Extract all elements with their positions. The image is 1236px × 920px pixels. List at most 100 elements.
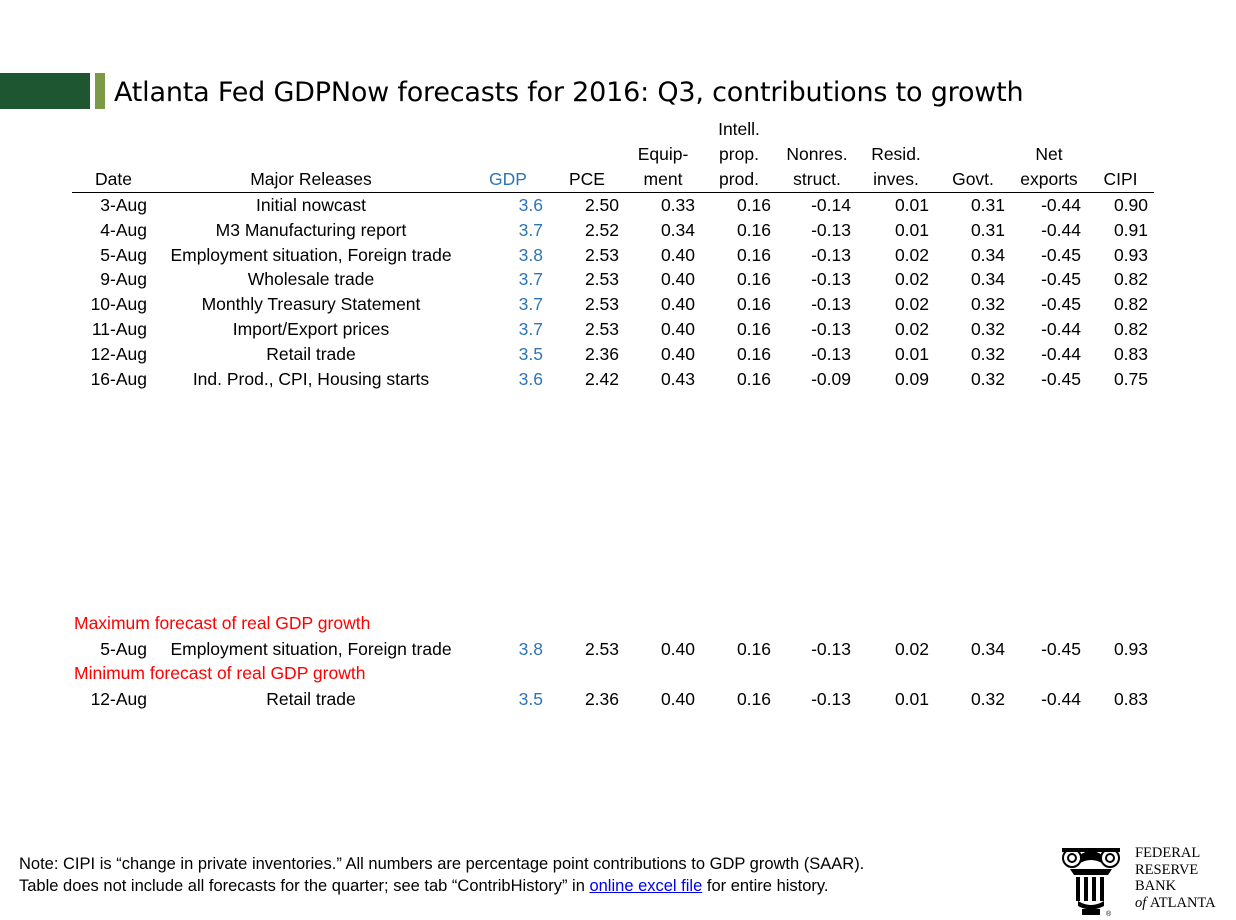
cell-pce: 2.52	[584, 219, 619, 240]
cell-release: Employment situation, Foreign trade	[170, 639, 452, 659]
federal-reserve-bank-atlanta-wordmark: FEDERAL RESERVE BANK of ATLANTA	[1135, 845, 1216, 911]
header-equip-line-2: Equip-	[637, 144, 689, 164]
cell-cipi: 0.82	[1113, 269, 1148, 290]
table-row: 11-Aug Import/Export prices 3.7 2.53 0.40 0.1…	[72, 317, 1154, 342]
cell-equip: 0.34	[660, 219, 695, 240]
cell-resid: 0.02	[894, 269, 929, 290]
cell-nonres: -0.13	[811, 318, 851, 339]
footnote-line-2-text: Table does not include all forecasts for…	[19, 877, 590, 895]
table-header: Intell. Equip-prop. Nonres. Resid. Net Date…	[72, 117, 1154, 193]
cell-govt: 0.34	[970, 269, 1005, 290]
svg-text:®: ®	[1106, 910, 1112, 917]
header-resid-line-3: inves.	[857, 167, 935, 193]
cell-pce: 2.53	[584, 294, 619, 315]
maximum-forecast-label: Maximum forecast of real GDP growth	[74, 613, 371, 633]
cell-gdp: 3.7	[518, 318, 543, 339]
header-equip-line-1	[625, 117, 701, 142]
cell-intell: 0.16	[736, 195, 771, 215]
table-row: 3-Aug Initial nowcast 3.6 2.50 0.33 0.16 -0.14…	[72, 193, 1154, 218]
cell-netexp: -0.44	[1041, 195, 1081, 215]
extremes-table: 5-Aug Employment situation, Foreign trade…	[72, 637, 1154, 712]
header-govt-line-1	[935, 117, 1011, 142]
cell-resid: 0.02	[894, 244, 929, 265]
cell-release: Retail trade	[266, 343, 356, 364]
cell-nonres: -0.13	[811, 244, 851, 265]
header-govt-line-2	[935, 142, 1011, 167]
cell-cipi: 0.82	[1113, 318, 1148, 339]
header-cipi-line-1	[1087, 117, 1154, 142]
cell-cipi: 0.93	[1113, 639, 1148, 659]
header-resid-line-2: Resid.	[871, 144, 921, 164]
cell-netexp: -0.45	[1041, 294, 1081, 315]
cell-pce: 2.36	[584, 343, 619, 364]
cell-date: 12-Aug	[90, 689, 147, 709]
online-excel-file-link[interactable]: online excel file	[589, 877, 703, 895]
footnote-line-2: Table does not include all forecasts for…	[19, 875, 864, 897]
minimum-forecast-row: 12-Aug Retail trade 3.5 2.36 0.40 0.16 -0.13 0.…	[72, 687, 1154, 712]
cell-nonres: -0.13	[811, 689, 851, 709]
cell-intell: 0.16	[736, 689, 771, 709]
cell-cipi: 0.83	[1113, 343, 1148, 364]
cell-nonres: -0.13	[811, 639, 851, 659]
table-row: 4-Aug M3 Manufacturing report 3.7 2.52 0.34 0…	[72, 218, 1154, 243]
cell-gdp: 3.6	[518, 195, 543, 215]
federal-reserve-eagle-logo-icon: ®	[1062, 848, 1120, 917]
cell-nonres: -0.09	[811, 368, 851, 389]
footnote-line-2-end: for entire history.	[702, 877, 829, 895]
cell-date: 5-Aug	[100, 244, 147, 265]
cell-netexp: -0.44	[1041, 219, 1081, 240]
maximum-forecast-row: 5-Aug Employment situation, Foreign trade…	[72, 637, 1154, 662]
cell-nonres: -0.13	[811, 343, 851, 364]
logo-city: ATLANTA	[1149, 894, 1216, 911]
header-nonres-line-3: struct.	[777, 167, 857, 193]
title-accent-bar-light	[95, 73, 105, 109]
cell-nonres: -0.13	[811, 269, 851, 290]
cell-gdp: 3.7	[518, 269, 543, 290]
cell-nonres: -0.13	[811, 219, 851, 240]
header-nonres-line-2: Nonres.	[786, 144, 848, 164]
cell-govt: 0.32	[970, 318, 1005, 339]
cell-govt: 0.32	[970, 689, 1005, 709]
header-date-line-2	[72, 142, 155, 167]
cell-govt: 0.32	[970, 294, 1005, 315]
cell-govt: 0.32	[970, 368, 1005, 389]
header-equip-line-3: ment	[625, 167, 701, 193]
cell-equip: 0.40	[660, 639, 695, 659]
cell-cipi: 0.93	[1113, 244, 1148, 265]
cell-date: 16-Aug	[90, 368, 147, 389]
cell-intell: 0.16	[736, 318, 771, 339]
header-release-line-1	[155, 117, 467, 142]
cell-intell: 0.16	[736, 294, 771, 315]
header-netexp-line-1	[1011, 117, 1087, 142]
cell-equip: 0.40	[660, 269, 695, 290]
cell-gdp: 3.5	[518, 689, 543, 709]
header-govt-line-3: Govt.	[935, 167, 1011, 193]
cell-netexp: -0.44	[1041, 689, 1081, 709]
extremes-spacer-row	[72, 662, 1154, 687]
cell-equip: 0.33	[660, 195, 695, 215]
header-intell-line-1: Intell.	[718, 119, 760, 139]
cell-resid: 0.01	[894, 219, 929, 240]
cell-govt: 0.34	[970, 639, 1005, 659]
cell-pce: 2.36	[584, 689, 619, 709]
cell-cipi: 0.91	[1113, 219, 1148, 240]
cell-resid: 0.02	[894, 639, 929, 659]
cell-gdp: 3.8	[518, 639, 543, 659]
cell-gdp: 3.7	[518, 219, 543, 240]
header-netexp-line-3: exports	[1011, 167, 1087, 193]
cell-equip: 0.40	[660, 343, 695, 364]
cell-date: 11-Aug	[91, 318, 147, 339]
cell-intell: 0.16	[736, 343, 771, 364]
cell-govt: 0.32	[970, 343, 1005, 364]
header-date-line-3: Date	[72, 167, 155, 193]
header-pce-line-3: PCE	[549, 167, 625, 193]
cell-cipi: 0.83	[1113, 689, 1148, 709]
cell-pce: 2.42	[584, 368, 619, 389]
cell-nonres: -0.14	[811, 195, 851, 215]
header-date-line-1	[72, 117, 155, 142]
cell-gdp: 3.7	[518, 294, 543, 315]
footnote: Note: CIPI is “change in private invento…	[19, 853, 864, 897]
cell-equip: 0.40	[660, 689, 695, 709]
footnote-line-1: Note: CIPI is “change in private invento…	[19, 855, 865, 873]
logo-line-bank: BANK	[1135, 878, 1177, 894]
